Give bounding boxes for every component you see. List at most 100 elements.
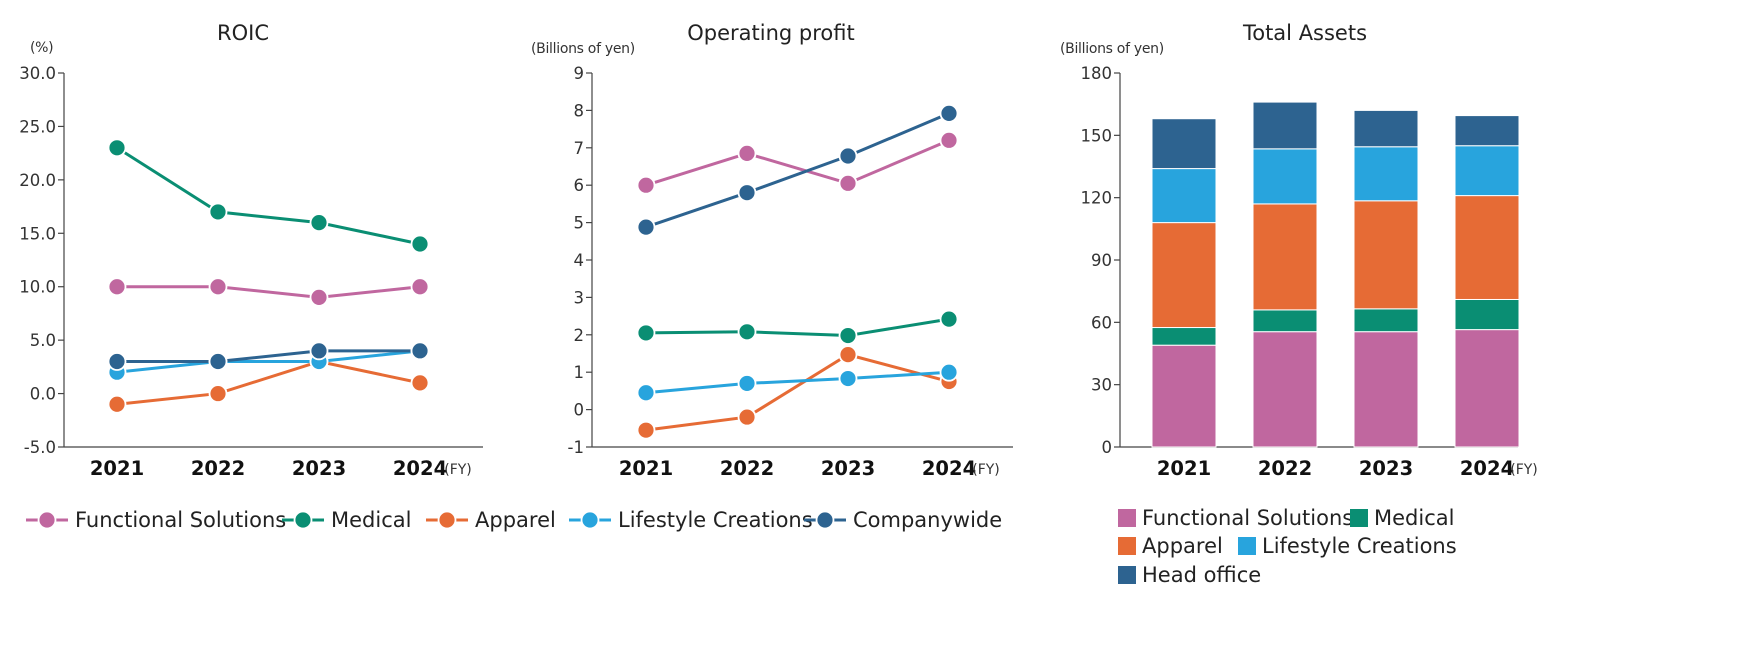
- operating_profit-point-medical: [737, 322, 757, 342]
- roic-point-companywide: [208, 352, 228, 371]
- operating_profit-title: Operating profit: [687, 21, 854, 45]
- operating_profit-line-medical: [645, 317, 950, 338]
- roic-point-medical: [309, 213, 329, 233]
- total-assets-chart: Total Assets (Billions of yen) 180 150 120 90…: [1060, 21, 1538, 480]
- operating_profit-point-lifestyle_creations: [939, 362, 959, 382]
- roic-y-tick-label: 20.0: [19, 171, 56, 190]
- operating_profit-y-tick-label: 1: [574, 363, 585, 382]
- operating_profit-line-functional_solutions: [645, 138, 950, 187]
- roic-y-tick-label: 0.0: [30, 385, 56, 404]
- operating_profit-line-apparel: [645, 353, 950, 432]
- roic-y-tick-label: 10.0: [19, 278, 56, 297]
- total_assets-bar-head_office: [1151, 118, 1217, 170]
- roic-y-tick-label: 15.0: [19, 224, 56, 243]
- roic-line-apparel: [116, 359, 421, 406]
- operating_profit-point-companywide: [636, 217, 656, 237]
- legend-swatch-apparel: [1118, 537, 1136, 555]
- line-chart-legend: Functional Solutions Medical Apparel Lifest…: [26, 508, 1002, 532]
- total_assets-bar-medical: [1454, 298, 1520, 331]
- operating_profit-point-companywide: [737, 183, 757, 203]
- total_assets-bar-lifestyle_creations: [1454, 145, 1520, 197]
- roic-point-functional_solutions: [208, 277, 228, 297]
- roic-y-tick-label: -5.0: [24, 438, 56, 457]
- total_assets-bar-medical: [1252, 309, 1318, 333]
- total_assets-y-tick-label: 150: [1081, 126, 1113, 145]
- operating_profit-fy-label: (FY): [972, 462, 1000, 478]
- total_assets-y-tick-label: 90: [1091, 251, 1112, 270]
- operating_profit-point-companywide: [838, 146, 858, 166]
- total_assets-y-tick-label: 0: [1102, 438, 1113, 457]
- roic-point-medical: [208, 202, 228, 222]
- total_assets-bar-head_office: [1252, 101, 1318, 150]
- legend-marker-functional_solutions: [37, 510, 57, 530]
- total_assets-bar-apparel: [1454, 195, 1520, 300]
- operating_profit-point-lifestyle_creations: [737, 374, 757, 393]
- roic-y-tick-label: 30.0: [19, 64, 56, 83]
- roic-x-tick-label: 2023: [292, 457, 346, 480]
- roic-point-companywide: [309, 341, 329, 361]
- operating_profit-y-tick-label: 0: [574, 401, 585, 420]
- operating_profit-x-tick-label: 2021: [619, 457, 673, 480]
- legend-label-medical: Medical: [331, 508, 411, 532]
- roic-y-tick-label: 25.0: [19, 117, 56, 136]
- operating_profit-y-tick-label: 7: [574, 139, 585, 158]
- legend-label-functional_solutions: Functional Solutions: [1142, 506, 1353, 530]
- total_assets-y-tick-label: 120: [1081, 189, 1113, 208]
- operating_profit-point-medical: [939, 309, 959, 329]
- total_assets-fy-label: (FY): [1510, 462, 1538, 478]
- operating-profit-chart: Operating profit (Billions of yen) 9 8 7 6 5 4 3…: [531, 21, 1013, 480]
- operating_profit-point-lifestyle_creations: [636, 383, 656, 403]
- legend-label-apparel: Apparel: [1142, 534, 1223, 558]
- roic-point-companywide: [107, 352, 127, 371]
- legend-swatch-head_office: [1118, 566, 1136, 584]
- total_assets-bar-lifestyle_creations: [1353, 146, 1419, 202]
- operating_profit-y-tick-label: 3: [574, 288, 585, 307]
- total_assets-bar-functional_solutions: [1252, 331, 1318, 448]
- total_assets-bar-lifestyle_creations: [1151, 168, 1217, 224]
- operating_profit-point-functional_solutions: [939, 130, 959, 150]
- total_assets-unit-label: (Billions of yen): [1060, 41, 1164, 57]
- legend-label-medical: Medical: [1374, 506, 1454, 530]
- operating_profit-point-apparel: [838, 345, 858, 365]
- operating_profit-y-tick-label: 2: [574, 326, 585, 345]
- roic-point-apparel: [107, 394, 127, 414]
- total_assets-x-tick-label: 2022: [1258, 457, 1312, 480]
- roic-point-apparel: [208, 384, 228, 403]
- operating_profit-x-tick-label: 2024: [922, 457, 976, 480]
- roic-unit-label: (%): [30, 40, 53, 56]
- total_assets-bar-medical: [1151, 327, 1217, 346]
- legend-swatch-functional_solutions: [1118, 509, 1136, 527]
- roic-point-companywide: [410, 341, 430, 361]
- operating_profit-y-tick-label: 5: [574, 214, 585, 233]
- operating_profit-y-tick-label: 9: [574, 64, 585, 83]
- operating_profit-point-functional_solutions: [838, 173, 858, 193]
- roic-fy-label: (FY): [444, 462, 472, 478]
- operating_profit-y-tick-label: -1: [568, 438, 584, 457]
- legend-swatch-medical: [1350, 509, 1368, 527]
- operating_profit-point-medical: [636, 323, 656, 343]
- legend-swatch-lifestyle_creations: [1238, 537, 1256, 555]
- total_assets-y-tick-label: 180: [1081, 64, 1113, 83]
- total_assets-bar-lifestyle_creations: [1252, 148, 1318, 205]
- roic-x-tick-label: 2022: [191, 457, 245, 480]
- operating_profit-x-tick-label: 2023: [821, 457, 875, 480]
- legend-marker-companywide: [815, 510, 835, 530]
- total_assets-x-tick-label: 2024: [1460, 457, 1514, 480]
- total_assets-bar-functional_solutions: [1151, 344, 1217, 448]
- roic-line-companywide: [117, 349, 420, 364]
- total_assets-bar-apparel: [1252, 203, 1318, 311]
- roic-title: ROIC: [217, 21, 269, 45]
- total_assets-y-tick-label: 30: [1091, 376, 1112, 395]
- roic-point-medical: [410, 234, 430, 254]
- legend-label-lifestyle_creations: Lifestyle Creations: [1262, 534, 1457, 558]
- roic-point-apparel: [410, 373, 430, 393]
- roic-chart: ROIC (%) 30.0 25.0 20.0 15.0 10.0 5.0 0.0 -5.0 202…: [19, 21, 483, 480]
- total_assets-bar-medical: [1353, 308, 1419, 333]
- roic-line-medical: [116, 146, 421, 246]
- total_assets-bar-functional_solutions: [1353, 331, 1419, 448]
- operating_profit-point-companywide: [939, 103, 959, 123]
- legend-label-head_office: Head office: [1142, 563, 1261, 587]
- legend-marker-lifestyle_creations: [580, 510, 600, 530]
- operating_profit-unit-label: (Billions of yen): [531, 41, 635, 57]
